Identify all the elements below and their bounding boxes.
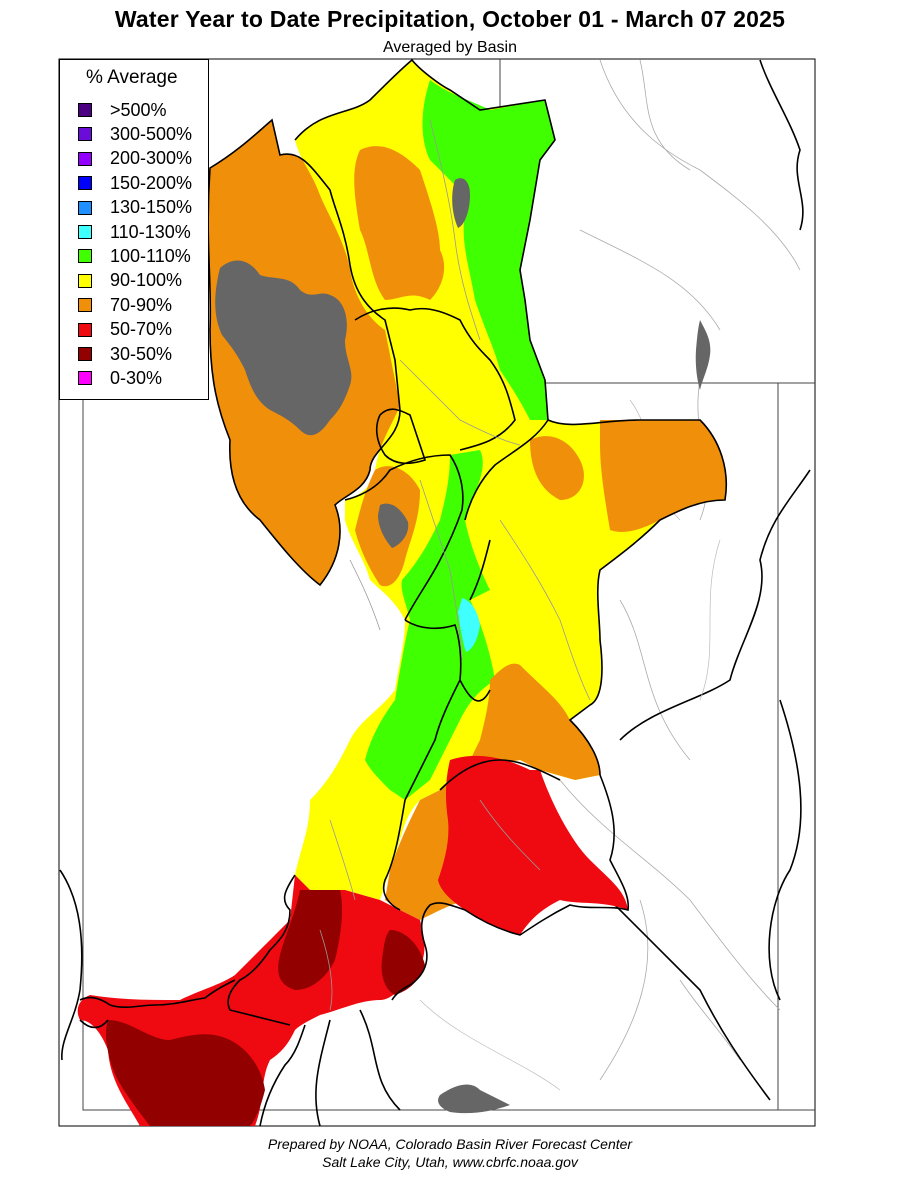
- basin-rivers: [319, 119, 591, 1011]
- legend-label: 300-500%: [110, 123, 193, 144]
- south-darkred-2: [381, 930, 425, 995]
- legend-item: 90-100%: [78, 270, 182, 292]
- legend-swatch: [78, 103, 92, 117]
- utah-lake: [378, 503, 409, 548]
- legend-item: 130-150%: [78, 197, 192, 219]
- basin-boundaries: [79, 58, 728, 1127]
- flaming-gorge: [695, 320, 711, 390]
- legend-label: 130-150%: [110, 197, 193, 218]
- map-subtitle: Averaged by Basin: [382, 39, 517, 56]
- legend-swatch: [78, 225, 92, 239]
- legend-item: 150-200%: [78, 172, 192, 194]
- east-orange-2: [530, 436, 584, 500]
- legend-item: 30-50%: [78, 343, 172, 365]
- outside-rivers: [559, 59, 801, 1081]
- lakes: [215, 178, 711, 1114]
- legend-title: % Average: [86, 67, 178, 88]
- legend-item: 110-130%: [78, 221, 191, 243]
- bear-lake: [452, 178, 470, 228]
- southeast-red: [438, 755, 628, 935]
- legend-label: 100-110%: [110, 245, 191, 266]
- legend-swatch: [78, 176, 92, 191]
- legend-label: 70-90%: [110, 294, 173, 315]
- north-green: [422, 80, 555, 420]
- legend-swatch: [78, 371, 92, 386]
- legend-label: 150-200%: [110, 172, 193, 193]
- legend-label: 110-130%: [110, 221, 191, 242]
- legend-item: 300-500%: [78, 123, 192, 145]
- legend-item: 0-30%: [78, 367, 162, 389]
- upper-central-orange: [354, 146, 445, 300]
- great-salt-lake: [215, 260, 352, 436]
- south-darkred-1: [278, 890, 343, 990]
- south-darkred-3: [105, 1020, 265, 1126]
- legend-item: >500%: [78, 99, 167, 121]
- legend-label: 0-30%: [110, 367, 163, 388]
- legend-swatch: [78, 151, 92, 166]
- legend: % Average >500% 300-500% 200-300% 150-200% 1…: [59, 59, 209, 400]
- basin-fills: [77, 60, 727, 1126]
- legend-label: >500%: [110, 99, 167, 120]
- legend-item: 70-90%: [78, 294, 172, 316]
- legend-swatch: [78, 127, 92, 142]
- legend-swatch: [78, 298, 92, 313]
- legend-swatch: [78, 273, 92, 288]
- legend-label: 30-50%: [110, 343, 173, 364]
- legend-item: 50-70%: [78, 319, 172, 341]
- map-title: Water Year to Date Precipitation, Octobe…: [114, 6, 786, 32]
- east-orange: [600, 420, 727, 532]
- cyan-area: [458, 598, 480, 652]
- footer-location: Salt Lake City, Utah, www.cbrfc.noaa.gov: [322, 1154, 578, 1170]
- southeast-orange: [385, 663, 600, 920]
- legend-swatch: [78, 347, 92, 361]
- legend-swatch: [78, 249, 92, 264]
- legend-item: 200-300%: [78, 148, 192, 170]
- legend-item: 100-110%: [78, 245, 191, 267]
- legend-label: 200-300%: [110, 148, 193, 169]
- legend-label: 50-70%: [110, 319, 173, 340]
- legend-label: 90-100%: [110, 270, 183, 291]
- legend-swatch: [78, 200, 92, 215]
- lake-powell: [438, 1084, 510, 1114]
- central-green: [365, 450, 495, 800]
- map-frame: [58, 58, 816, 1127]
- outside-boundaries: [59, 59, 811, 1127]
- legend-swatch: [78, 322, 92, 337]
- footer-credit: Prepared by NOAA, Colorado Basin River F…: [267, 1136, 633, 1152]
